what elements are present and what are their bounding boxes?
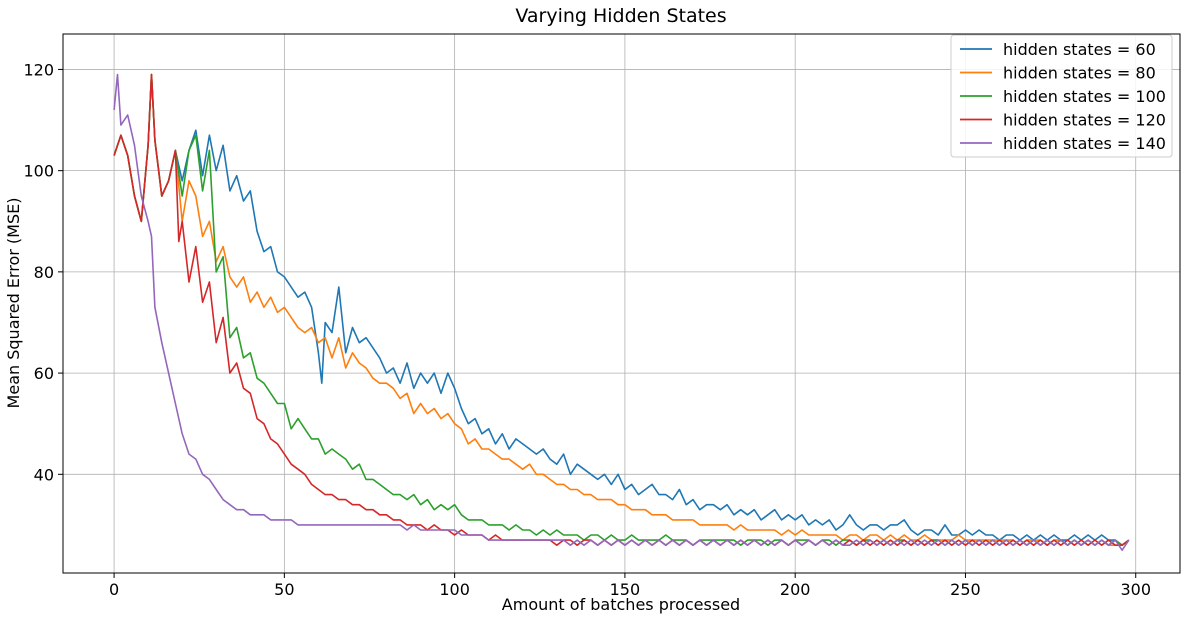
y-tick-label: 40 xyxy=(34,465,54,484)
x-tick-label: 0 xyxy=(109,580,119,599)
y-axis-ticks: 40 60 80 100 120 xyxy=(23,60,63,484)
legend-label: hidden states = 80 xyxy=(1003,64,1156,83)
x-tick-label: 250 xyxy=(950,580,981,599)
y-tick-label: 80 xyxy=(34,263,54,282)
legend-label: hidden states = 100 xyxy=(1003,87,1166,106)
legend: hidden states = 60 hidden states = 80 hidd… xyxy=(950,34,1173,158)
x-axis-ticks: 0 50 100 150 200 250 300 xyxy=(109,573,1151,599)
legend-label: hidden states = 120 xyxy=(1003,111,1166,130)
x-tick-label: 50 xyxy=(274,580,294,599)
x-tick-label: 200 xyxy=(780,580,811,599)
chart-title: Varying Hidden States xyxy=(515,5,726,27)
legend-box xyxy=(950,34,1173,158)
plot-frame xyxy=(62,33,1181,574)
series-lines xyxy=(113,73,1130,552)
series-line-4 xyxy=(113,73,1130,552)
x-tick-label: 150 xyxy=(610,580,641,599)
series-line-1 xyxy=(113,73,1130,547)
y-axis-label: Mean Squared Error (MSE) xyxy=(4,198,23,409)
x-axis-label: Amount of batches processed xyxy=(502,595,740,614)
grid-lines xyxy=(63,34,1180,573)
y-tick-label: 100 xyxy=(23,162,54,181)
legend-label: hidden states = 60 xyxy=(1003,40,1156,59)
x-tick-label: 300 xyxy=(1120,580,1151,599)
y-tick-label: 120 xyxy=(23,60,54,79)
x-tick-label: 100 xyxy=(439,580,470,599)
legend-label: hidden states = 140 xyxy=(1003,134,1166,153)
y-tick-label: 60 xyxy=(34,364,54,383)
